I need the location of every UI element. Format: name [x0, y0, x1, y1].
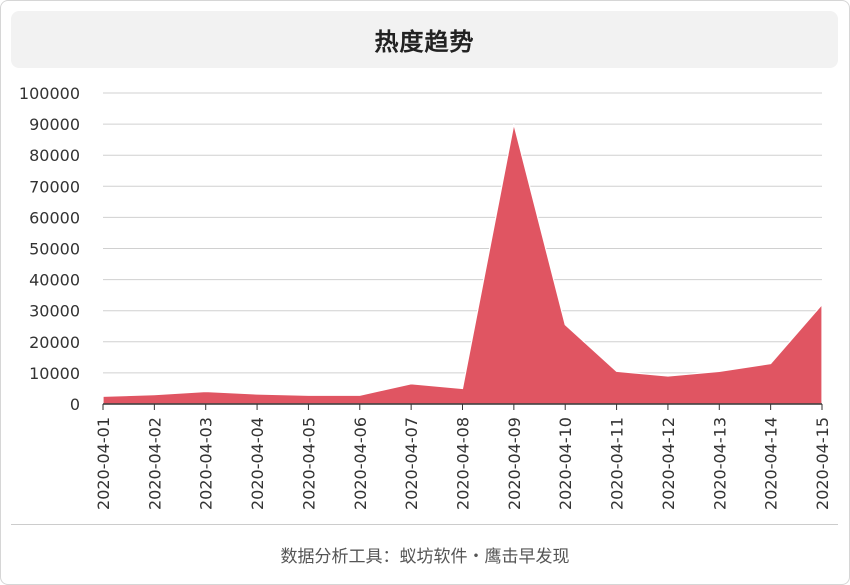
x-axis	[102, 403, 823, 410]
footer-divider	[11, 524, 838, 525]
x-tick-label: 2020-04-10	[556, 417, 575, 510]
y-tick-label: 40000	[29, 271, 80, 290]
title-bar: 热度趋势	[11, 11, 838, 68]
x-tick-label: 2020-04-07	[402, 417, 421, 510]
x-tick-label: 2020-04-11	[608, 417, 627, 510]
y-tick-label: 90000	[29, 115, 80, 134]
y-tick-label: 70000	[29, 177, 80, 196]
series-area	[102, 123, 823, 405]
y-tick-label: 30000	[29, 302, 80, 321]
x-tick-label: 2020-04-02	[145, 417, 164, 510]
x-tick-label: 2020-04-08	[454, 417, 473, 510]
grid-lines	[103, 92, 822, 374]
y-tick-label: 20000	[29, 333, 80, 352]
series-area-path	[102, 123, 823, 405]
y-tick-label: 100000	[19, 84, 80, 103]
x-tick-labels: 2020-04-01 2020-04-02 2020-04-03 2020-04-04…	[94, 417, 832, 510]
y-tick-label: 10000	[29, 364, 80, 383]
footer-credit: 数据分析工具：蚁坊软件・鹰击早发现	[280, 547, 570, 567]
chart-title: 热度趋势	[374, 28, 475, 56]
x-tick-label: 2020-04-04	[248, 417, 267, 510]
x-tick-label: 2020-04-09	[505, 417, 524, 510]
y-tick-label: 0	[70, 395, 80, 414]
y-tick-label: 80000	[29, 146, 80, 165]
x-tick-label: 2020-04-01	[94, 417, 113, 510]
x-tick-label: 2020-04-14	[762, 417, 781, 510]
x-tick-label: 2020-04-05	[299, 417, 318, 510]
y-tick-label: 50000	[29, 240, 80, 259]
x-tick-label: 2020-04-13	[710, 417, 729, 510]
y-tick-labels: 0 10000 20000 30000 40000 50000 60000 70000 8000…	[19, 84, 80, 414]
x-tick-label: 2020-04-03	[197, 417, 216, 510]
y-tick-label: 60000	[29, 208, 80, 227]
x-tick-label: 2020-04-06	[351, 417, 370, 510]
x-tick-label: 2020-04-15	[813, 417, 832, 510]
x-tick-label: 2020-04-12	[659, 417, 678, 510]
